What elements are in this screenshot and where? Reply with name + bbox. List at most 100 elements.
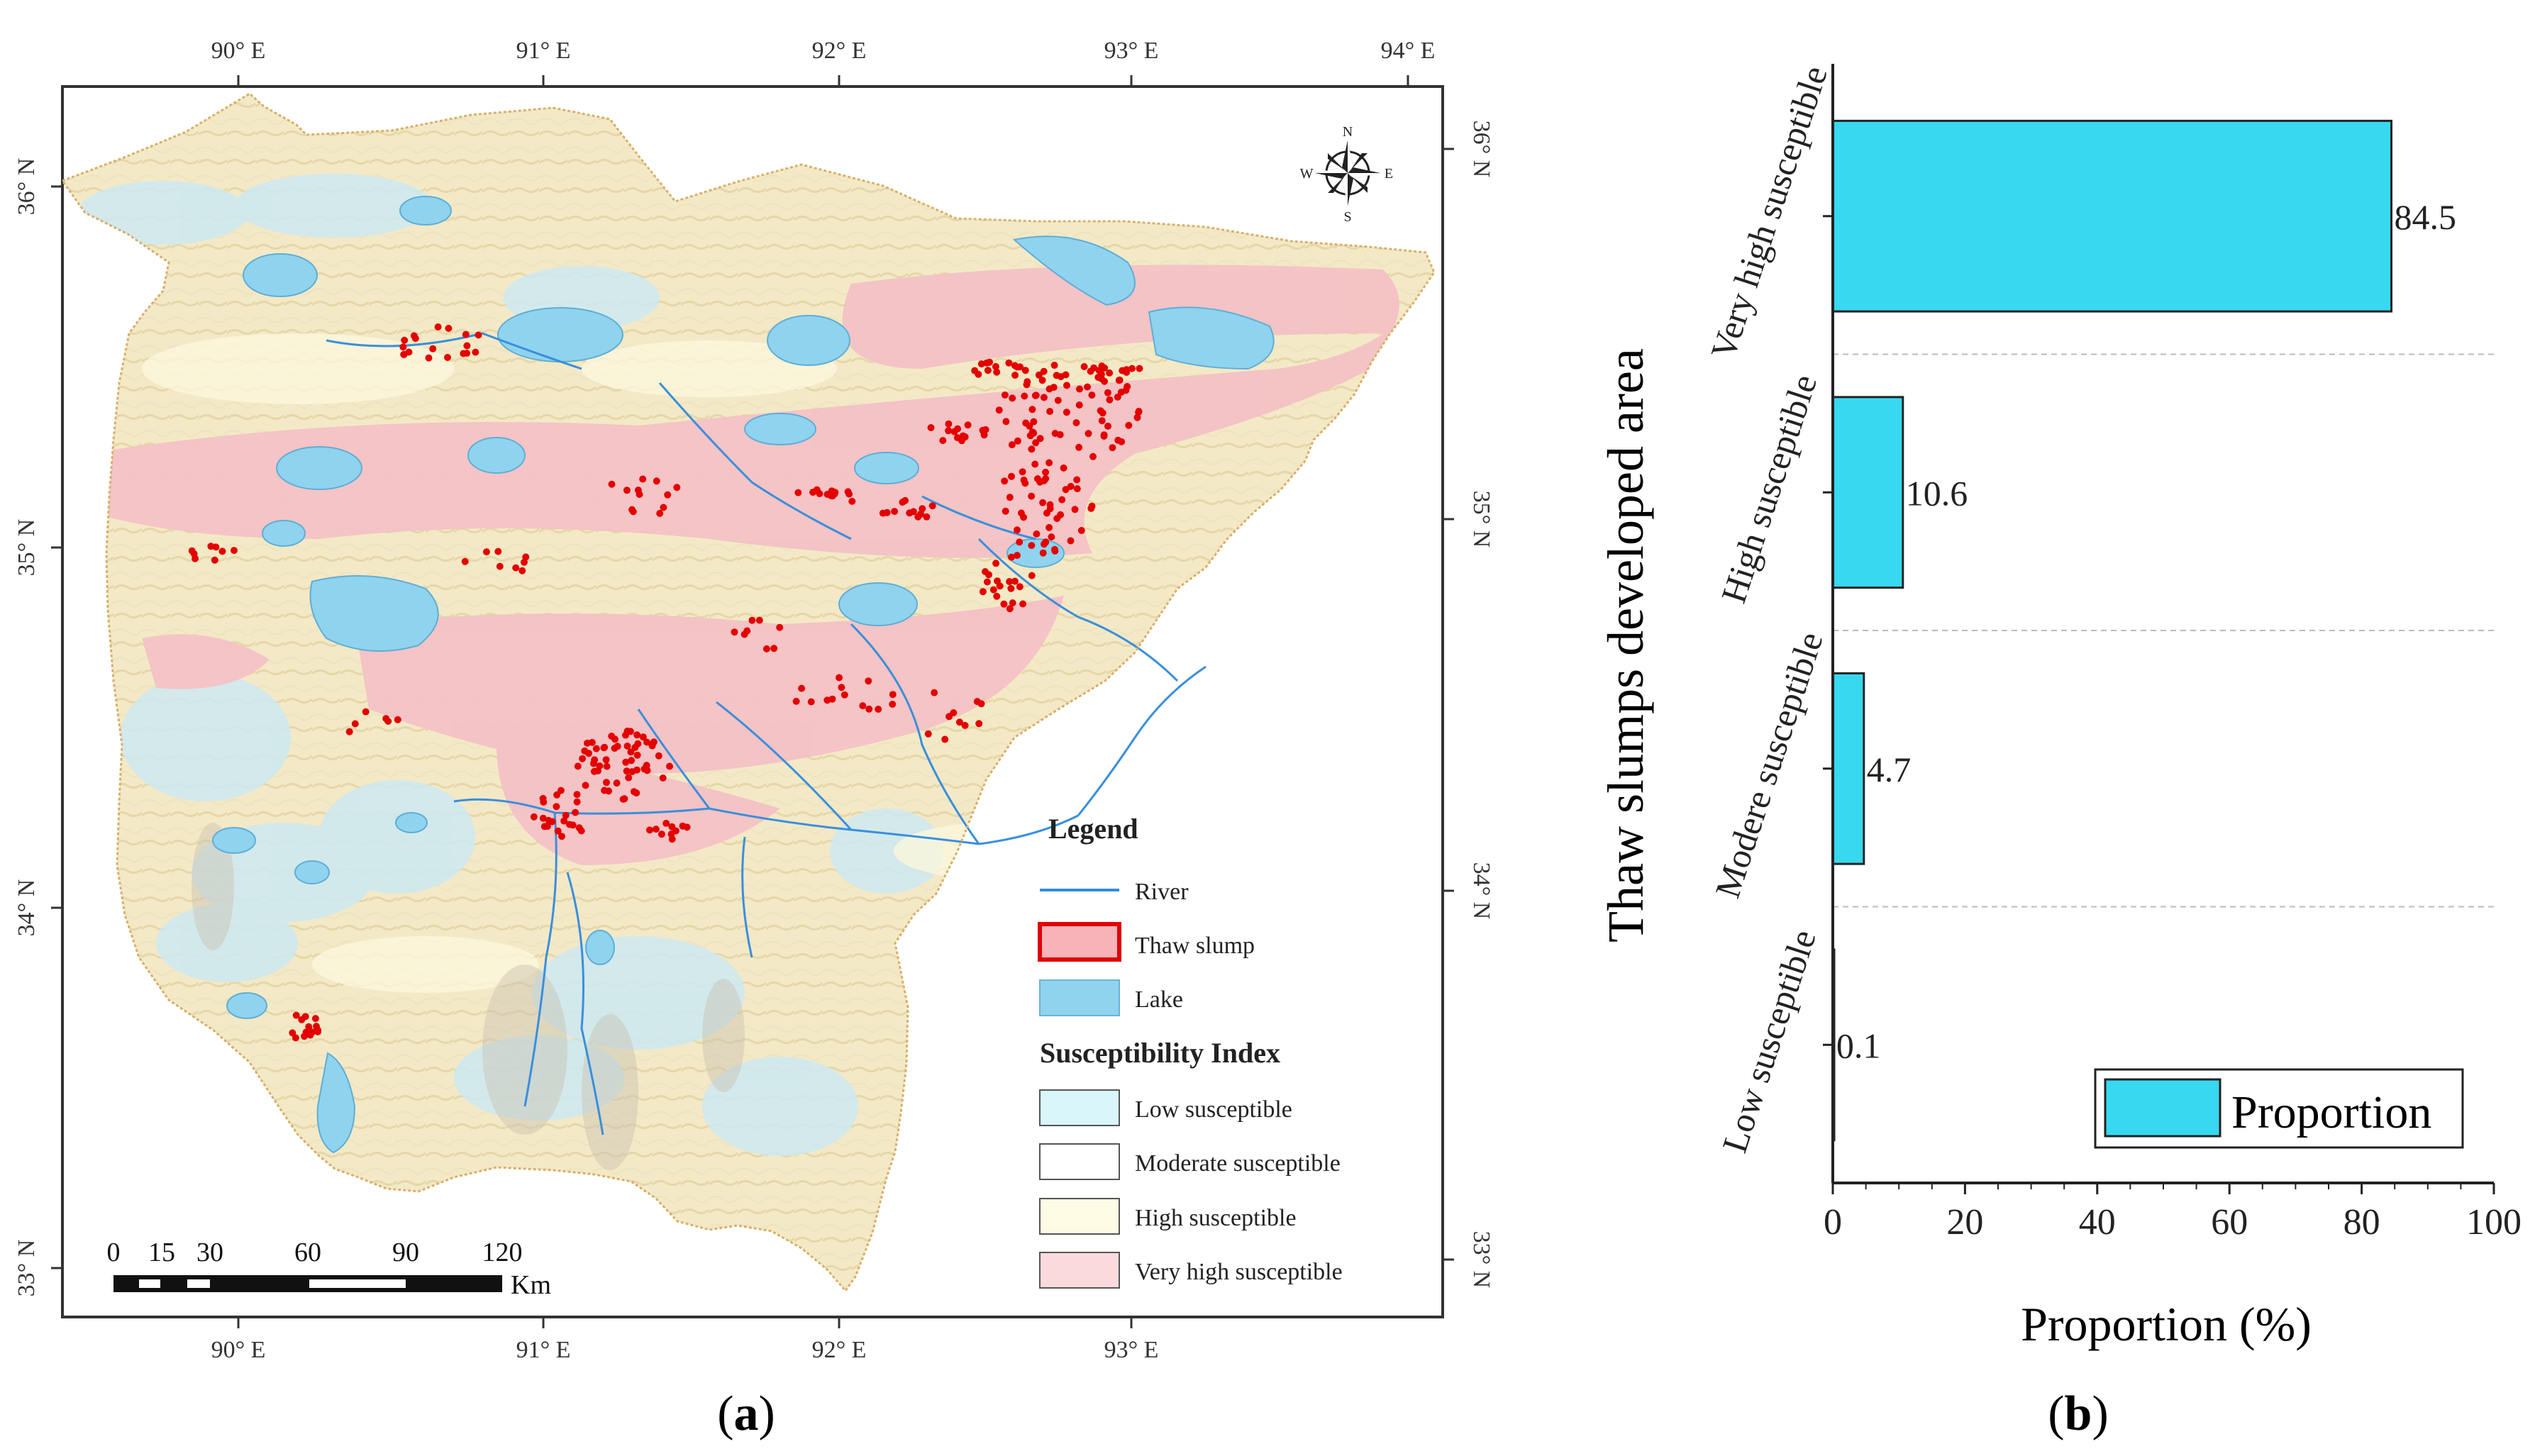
thaw-slump-dot [1039, 499, 1047, 506]
thaw-slump-dot [512, 564, 520, 572]
chart-bars: 84.5 10.6 4.7 0.1 [1831, 119, 2456, 1142]
left-tick-label: 34° N [13, 879, 40, 937]
thaw-slump-dot [1085, 430, 1092, 438]
thaw-slump-dot [1060, 464, 1067, 472]
thaw-slump-dot [1106, 396, 1114, 404]
thaw-slump-dot [1075, 443, 1083, 451]
panel-b-label: (b) [2048, 1386, 2109, 1441]
thaw-slump-dot [622, 758, 630, 766]
thaw-slump-dot [1071, 506, 1079, 513]
thaw-slump-dot [311, 1015, 319, 1023]
legend-title: Legend [1048, 813, 1138, 845]
thaw-slump-dot [941, 735, 949, 743]
thaw-slump-dot [639, 475, 647, 483]
thaw-slump-dot [1053, 515, 1061, 523]
thaw-slump-dot [401, 336, 409, 344]
thaw-slump-dot [1019, 468, 1026, 476]
y-axis-title: Thaw slumps developed area [1597, 348, 1654, 943]
thaw-slump-dot [569, 821, 577, 829]
x-tick-label: 60 [2211, 1202, 2248, 1243]
region-boundary [60, 92, 1436, 1293]
bottom-tick-label: 93° E [1104, 1337, 1159, 1363]
thaw-slump-dot [666, 762, 673, 770]
thaw-slump-dot [530, 813, 538, 821]
thaw-slump-dot [1014, 437, 1021, 445]
thaw-slump-dot [623, 727, 631, 735]
thaw-slump-dot [362, 708, 370, 716]
thaw-slump-dot [1058, 496, 1066, 504]
thaw-slump-dot [1014, 552, 1021, 560]
thaw-slump-dot [1040, 367, 1048, 375]
thaw-slump-dot [560, 817, 568, 825]
right-tick-label: 34° N [1468, 862, 1494, 920]
thaw-slump-dot [983, 578, 991, 586]
bar-modere-susceptible [1831, 672, 1865, 865]
thaw-slump-dot [1063, 382, 1070, 389]
thaw-slump-dot [1118, 438, 1126, 445]
thaw-slump-dot [579, 755, 587, 762]
thaw-slump-dot [979, 588, 987, 596]
top-tick-label: 93° E [1104, 38, 1159, 64]
thaw-slump-dot [1033, 530, 1041, 538]
panel-a-label: (a) [717, 1386, 775, 1441]
thaw-slump-dot [1104, 422, 1111, 430]
thaw-slump-dot [1073, 485, 1081, 493]
thaw-slump-dot [955, 718, 963, 726]
thaw-slump-dot [539, 794, 547, 802]
thaw-slump-dot [600, 744, 608, 752]
thaw-slump-dot [212, 543, 220, 551]
thaw-slump-dot [573, 798, 581, 806]
x-tick-label: 80 [2343, 1202, 2380, 1243]
thaw-slump-dot [983, 359, 991, 367]
thaw-slump-dot [1035, 371, 1043, 379]
thaw-slump-dot [652, 826, 660, 833]
thaw-slump-dot [1016, 538, 1024, 546]
map-legend: Legend River Thaw slump Lake Susceptibil… [1038, 813, 1343, 1289]
thaw-slump-dot [1041, 540, 1048, 548]
north-arrow-icon: N S E W [1300, 124, 1394, 225]
relief-shading [192, 823, 745, 1170]
thaw-slump-dot [1045, 523, 1053, 531]
rivers [326, 332, 1207, 1135]
thaw-slump-dot [628, 757, 636, 765]
thaw-slump-dot [494, 548, 502, 555]
thaw-slump-dot [1125, 421, 1133, 429]
thaw-slump-dot [1046, 408, 1054, 416]
thaw-slump-dot [743, 627, 751, 635]
thaw-slump-dot [1040, 394, 1048, 401]
bar-very-high-susceptible [1831, 119, 2393, 313]
scale-label: 30 [196, 1238, 223, 1267]
thaw-slump-dot [558, 833, 565, 840]
thaw-slump-dot [914, 513, 922, 521]
thaw-slump-dot [633, 731, 641, 739]
thaw-slump-dot [889, 691, 897, 699]
legend-item-river: River [1135, 879, 1189, 905]
thaw-slump-dot [574, 762, 582, 770]
thaw-slump-dot [1098, 375, 1105, 382]
thaw-slump-dot [554, 827, 562, 835]
chart-x-ticks: 0 20 40 60 80 100 [1824, 1183, 2522, 1243]
bar-high-susceptible [1831, 396, 1904, 589]
x-tick-label: 20 [1946, 1202, 1983, 1243]
thaw-slump-dot [231, 547, 238, 555]
thaw-slump-dot [973, 698, 981, 706]
thaw-slump-dot [1088, 502, 1096, 510]
thaw-slump-dot [462, 330, 470, 338]
thaw-slump-dot [865, 705, 873, 713]
thaw-slump-dot [953, 434, 961, 442]
thaw-slump-dot [1076, 385, 1083, 393]
thaw-slump-dot [630, 788, 638, 796]
thaw-slump-dot [1028, 406, 1036, 413]
thaw-slump-dot [838, 684, 845, 691]
thaw-slump-dot [545, 816, 553, 824]
legend-lake-swatch [1039, 979, 1120, 1016]
thaw-slump-dot [429, 345, 437, 352]
thaw-slump-dot [792, 697, 800, 705]
thaw-slump-dot [613, 779, 621, 787]
thaw-slump-dot [623, 767, 631, 775]
thaw-slump-dot [828, 695, 836, 703]
thaw-slump-dot [996, 582, 1004, 590]
thaw-slump-dot [573, 791, 581, 799]
thaw-slump-dot [1133, 413, 1141, 421]
